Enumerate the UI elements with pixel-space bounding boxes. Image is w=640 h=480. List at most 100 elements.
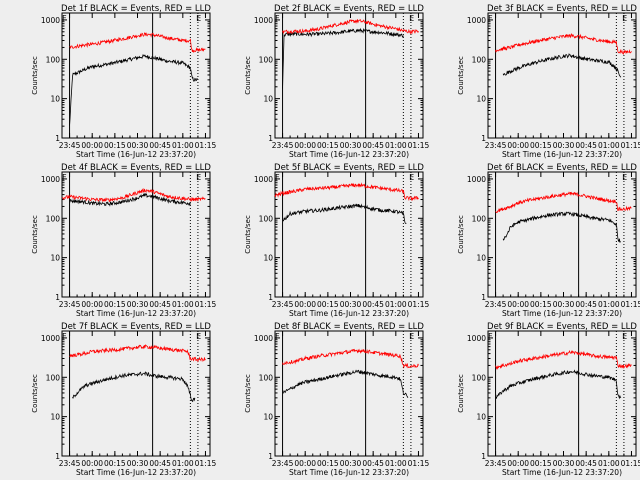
series-line-lld xyxy=(61,188,206,202)
x-tick-label: 23:45 xyxy=(59,459,81,468)
panel-title: Det 4f BLACK = Events, RED = LLD xyxy=(61,163,211,173)
plot-frame xyxy=(61,330,211,457)
x-axis-label: Start Time (16-Jun-12 23:37:20) xyxy=(502,468,622,477)
y-tick-label: 100 xyxy=(472,55,487,64)
x-tick-label: 00:30 xyxy=(340,141,362,150)
panel-title: Det 3f BLACK = Events, RED = LLD xyxy=(487,4,637,14)
x-tick-label: 01:00 xyxy=(385,300,407,309)
y-tick-label: 100 xyxy=(46,373,61,382)
panel-title: Det 2f BLACK = Events, RED = LLD xyxy=(274,4,424,14)
x-tick-label: 01:00 xyxy=(385,141,407,150)
x-tick-label: 23:45 xyxy=(272,300,294,309)
x-tick-label: 00:45 xyxy=(149,459,171,468)
marker-letter-f: F xyxy=(62,14,67,23)
x-tick-label: 00:45 xyxy=(149,300,171,309)
x-tick-label: 00:45 xyxy=(575,459,597,468)
plot-frame xyxy=(487,330,637,457)
y-axis-label: Counts/sec xyxy=(457,215,465,254)
detector-panel: Det 6f BLACK = Events, RED = LLD 1 10 100 10… xyxy=(457,163,640,318)
x-tick-label: 00:00 xyxy=(294,141,316,150)
marker-letter-e: E xyxy=(196,332,201,341)
series-line-events xyxy=(502,53,622,78)
panel-title: Det 5f BLACK = Events, RED = LLD xyxy=(274,163,424,173)
x-tick-label: 01:00 xyxy=(172,300,194,309)
x-tick-label: 01:15 xyxy=(621,141,640,150)
y-tick-label: 1 xyxy=(481,452,486,461)
x-axis-label: Start Time (16-Jun-12 23:37:20) xyxy=(502,150,622,159)
x-tick-label: 00:30 xyxy=(127,459,149,468)
x-tick-label: 01:15 xyxy=(408,459,430,468)
x-tick-label: 00:00 xyxy=(294,459,316,468)
series-line-lld xyxy=(495,350,632,370)
x-tick-label: 01:00 xyxy=(172,141,194,150)
y-axis-label: Counts/sec xyxy=(31,56,39,95)
series-line-events xyxy=(495,369,622,400)
series-line-lld xyxy=(274,182,419,202)
x-tick-label: 00:45 xyxy=(362,141,384,150)
x-tick-label: 01:15 xyxy=(195,141,217,150)
panel-title: Det 1f BLACK = Events, RED = LLD xyxy=(61,4,211,14)
x-tick-label: 01:00 xyxy=(598,141,620,150)
x-tick-label: 00:15 xyxy=(317,459,339,468)
marker-letter-f: F xyxy=(488,14,493,23)
x-tick-label: 00:00 xyxy=(507,300,529,309)
x-tick-label: 00:00 xyxy=(507,459,529,468)
y-tick-label: 10 xyxy=(476,254,486,263)
y-tick-label: 1 xyxy=(268,134,273,143)
y-tick-label: 10 xyxy=(50,254,60,263)
series-line-lld xyxy=(282,19,419,35)
y-tick-label: 10 xyxy=(50,413,60,422)
detector-panel: Det 4f BLACK = Events, RED = LLD 1 10 100 10… xyxy=(31,163,216,318)
detector-panel: Det 1f BLACK = Events, RED = LLD 1 10 100 10… xyxy=(31,4,216,159)
x-tick-label: 00:30 xyxy=(340,300,362,309)
y-tick-label: 100 xyxy=(472,214,487,223)
y-tick-label: 1000 xyxy=(41,175,60,184)
marker-letter-e: E xyxy=(622,14,627,23)
x-tick-label: 00:30 xyxy=(553,459,575,468)
y-tick-label: 10 xyxy=(263,254,273,263)
series-line-lld xyxy=(282,348,419,369)
marker-letter-e: E xyxy=(409,173,414,182)
plot-frame xyxy=(274,171,424,298)
y-tick-label: 10 xyxy=(263,413,273,422)
y-tick-label: 1 xyxy=(481,134,486,143)
x-tick-label: 00:15 xyxy=(530,300,552,309)
y-tick-label: 1 xyxy=(268,293,273,302)
marker-letter-f: F xyxy=(488,332,493,341)
y-tick-label: 1000 xyxy=(254,175,273,184)
plot-frame xyxy=(274,12,424,139)
detector-panel: Det 7f BLACK = Events, RED = LLD 1 10 100 10… xyxy=(31,322,216,477)
series-line-events xyxy=(69,192,191,207)
marker-letter-e: E xyxy=(409,332,414,341)
x-tick-label: 23:45 xyxy=(272,141,294,150)
y-tick-label: 1 xyxy=(55,452,60,461)
series-line-events xyxy=(502,211,622,243)
x-tick-label: 01:00 xyxy=(598,459,620,468)
plot-frame xyxy=(61,171,211,298)
series-line-lld xyxy=(69,32,206,54)
marker-letter-e: E xyxy=(196,14,201,23)
x-axis-label: Start Time (16-Jun-12 23:37:20) xyxy=(76,309,196,318)
x-tick-label: 23:45 xyxy=(59,300,81,309)
marker-letter-f: F xyxy=(62,173,67,182)
y-tick-label: 1000 xyxy=(41,16,60,25)
x-tick-label: 01:00 xyxy=(172,459,194,468)
y-tick-label: 1000 xyxy=(254,334,273,343)
plot-frame xyxy=(61,12,211,139)
x-axis-label: Start Time (16-Jun-12 23:37:20) xyxy=(289,309,409,318)
y-tick-label: 10 xyxy=(50,95,60,104)
x-tick-label: 01:00 xyxy=(598,300,620,309)
y-tick-label: 1 xyxy=(481,293,486,302)
x-tick-label: 00:15 xyxy=(530,141,552,150)
x-tick-label: 01:15 xyxy=(195,300,217,309)
y-axis-label: Counts/sec xyxy=(457,374,465,413)
marker-letter-e: E xyxy=(622,332,627,341)
detector-panel: Det 8f BLACK = Events, RED = LLD 1 10 100 10… xyxy=(244,322,429,477)
panel-title: Det 9f BLACK = Events, RED = LLD xyxy=(487,322,637,332)
detector-panel: Det 9f BLACK = Events, RED = LLD 1 10 100 10… xyxy=(457,322,640,477)
x-tick-label: 00:30 xyxy=(127,141,149,150)
marker-letter-e: E xyxy=(409,14,414,23)
x-tick-label: 00:15 xyxy=(104,459,126,468)
y-axis-label: Counts/sec xyxy=(31,374,39,413)
marker-letter-e: E xyxy=(622,173,627,182)
